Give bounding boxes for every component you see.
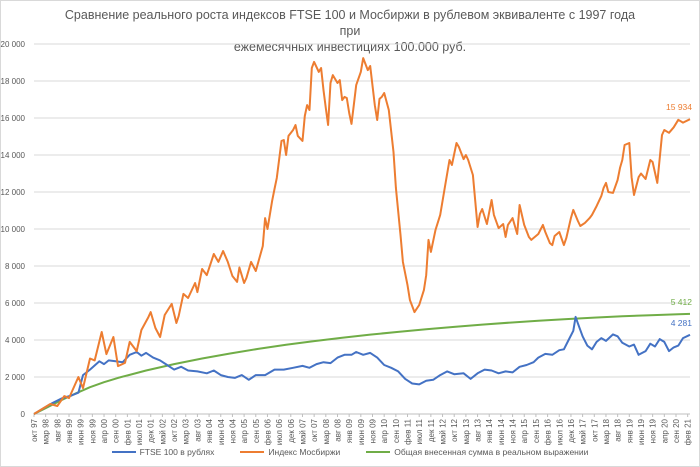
x-tick-label: авг 98 (53, 418, 62, 441)
x-tick-label: июл 06 (275, 418, 284, 445)
y-tick-label: 8 000 (5, 262, 26, 271)
x-tick-label: дек 06 (287, 418, 296, 442)
x-tick-label: апр 20 (660, 418, 669, 443)
y-tick-label: 12 000 (1, 188, 26, 197)
x-tick-label: сен 10 (392, 418, 401, 443)
x-tick-label: сен 05 (252, 418, 261, 443)
x-tick-label: янв 09 (345, 418, 354, 443)
legend-swatch-ftse (111, 451, 136, 453)
x-tick-label: сен 15 (532, 418, 541, 443)
x-tick-label: дек 16 (567, 418, 576, 442)
x-tick-label: фев 06 (263, 418, 272, 445)
y-tick-label: 20 000 (1, 40, 26, 49)
x-tick-label: авг 08 (333, 418, 342, 441)
x-tick-label: май 12 (439, 418, 448, 444)
x-tick-label: июл 11 (415, 418, 424, 444)
x-tick-label: дек 01 (147, 418, 156, 442)
legend-item-moex[interactable]: Индекс Мосбиржи (240, 447, 340, 457)
y-tick-label: 14 000 (1, 151, 26, 160)
legend-item-total[interactable]: Общая внесенная сумма в реальном выражен… (366, 447, 588, 457)
x-tick-label: фев 01 (123, 418, 132, 445)
y-tick-label: 2 000 (5, 373, 26, 382)
legend-label-moex: Индекс Мосбиржи (268, 447, 341, 457)
x-tick-label: апр 00 (100, 418, 109, 443)
x-tick-label: сен 20 (672, 418, 681, 443)
x-tick-label: ноя 09 (369, 418, 378, 443)
x-tick-label: янв 19 (625, 418, 634, 443)
gridlines (34, 43, 690, 415)
x-tick-label: июн 09 (357, 418, 366, 445)
x-tick-label: мар 98 (42, 418, 51, 444)
x-tick-label: окт 02 (170, 418, 179, 441)
y-tick-label: 18 000 (1, 77, 26, 86)
x-tick-label: мар 13 (462, 418, 471, 444)
end-labels: 5 412 4 281 15 934 (666, 102, 692, 328)
x-tick-label: мар 08 (322, 418, 331, 444)
x-tick-label: авг 03 (193, 418, 202, 441)
x-tick-label: фев 11 (404, 418, 413, 444)
x-tick-label: июн 99 (77, 418, 86, 445)
end-label-ftse: 4 281 (671, 318, 693, 328)
x-tick-label: июн 14 (497, 418, 506, 445)
x-tick-label: фев 21 (684, 418, 693, 445)
x-tick-label: апр 15 (520, 418, 529, 443)
series-line-moex (33, 57, 691, 415)
x-tick-label: окт 17 (590, 418, 599, 441)
series-lines (33, 57, 691, 415)
x-tick-label: фев 16 (544, 418, 553, 445)
x-tick-label: май 02 (158, 418, 167, 444)
x-tick-label: дек 11 (427, 418, 436, 442)
x-tick-label: мар 03 (182, 418, 191, 444)
x-tick-label: май 07 (298, 418, 307, 444)
legend-swatch-moex (240, 451, 265, 453)
x-tick-label: окт 97 (30, 418, 39, 441)
y-tick-label: 4 000 (5, 336, 26, 345)
x-tick-label: ноя 04 (228, 418, 237, 443)
x-tick-label: сен 00 (112, 418, 121, 443)
x-tick-label: июн 19 (637, 418, 646, 445)
x-tick-label: авг 18 (614, 418, 623, 441)
x-tick-label: ноя 14 (509, 418, 518, 443)
y-axis-ticks: 0 2 000 4 000 6 000 8 000 10 000 12 000 14 000 1… (1, 40, 26, 419)
x-tick-label: апр 10 (380, 418, 389, 443)
x-tick-label: май 17 (579, 418, 588, 444)
series-line-ftse (33, 315, 691, 415)
x-tick-label: апр 05 (240, 418, 249, 443)
y-tick-label: 6 000 (5, 299, 26, 308)
x-tick-label: июл 16 (555, 418, 564, 445)
chart-title-line-1: Сравнение реального роста индексов FTSE … (64, 8, 636, 38)
y-tick-label: 0 (21, 410, 26, 419)
legend-swatch-total (366, 451, 391, 453)
series-line-total (33, 312, 691, 415)
y-tick-label: 16 000 (1, 114, 26, 123)
legend: FTSE 100 в рублях Индекс Мосбиржи Общая … (0, 447, 700, 457)
x-tick-label: мар 18 (602, 418, 611, 444)
x-tick-label: ноя 99 (88, 418, 97, 443)
x-axis-ticks: окт 97 мар 98 авг 98 янв 99 июн 99 ноя 99 апр … (30, 414, 693, 445)
x-tick-label: окт 12 (450, 418, 459, 441)
x-tick-label: июл 01 (135, 418, 144, 445)
x-tick-label: янв 04 (205, 418, 214, 443)
x-tick-label: ноя 19 (649, 418, 658, 443)
x-tick-label: июн 04 (217, 418, 226, 445)
end-label-moex: 15 934 (666, 102, 692, 112)
legend-label-total: Общая внесенная сумма в реальном выражен… (394, 447, 589, 457)
x-tick-label: янв 99 (65, 418, 74, 443)
x-tick-label: янв 14 (485, 418, 494, 443)
x-tick-label: окт 07 (310, 418, 319, 441)
y-tick-label: 10 000 (1, 225, 26, 234)
x-tick-label: авг 13 (474, 418, 483, 441)
end-label-total: 5 412 (671, 297, 693, 307)
legend-item-ftse[interactable]: FTSE 100 в рублях (111, 447, 215, 457)
legend-label-ftse: FTSE 100 в рублях (139, 447, 215, 457)
